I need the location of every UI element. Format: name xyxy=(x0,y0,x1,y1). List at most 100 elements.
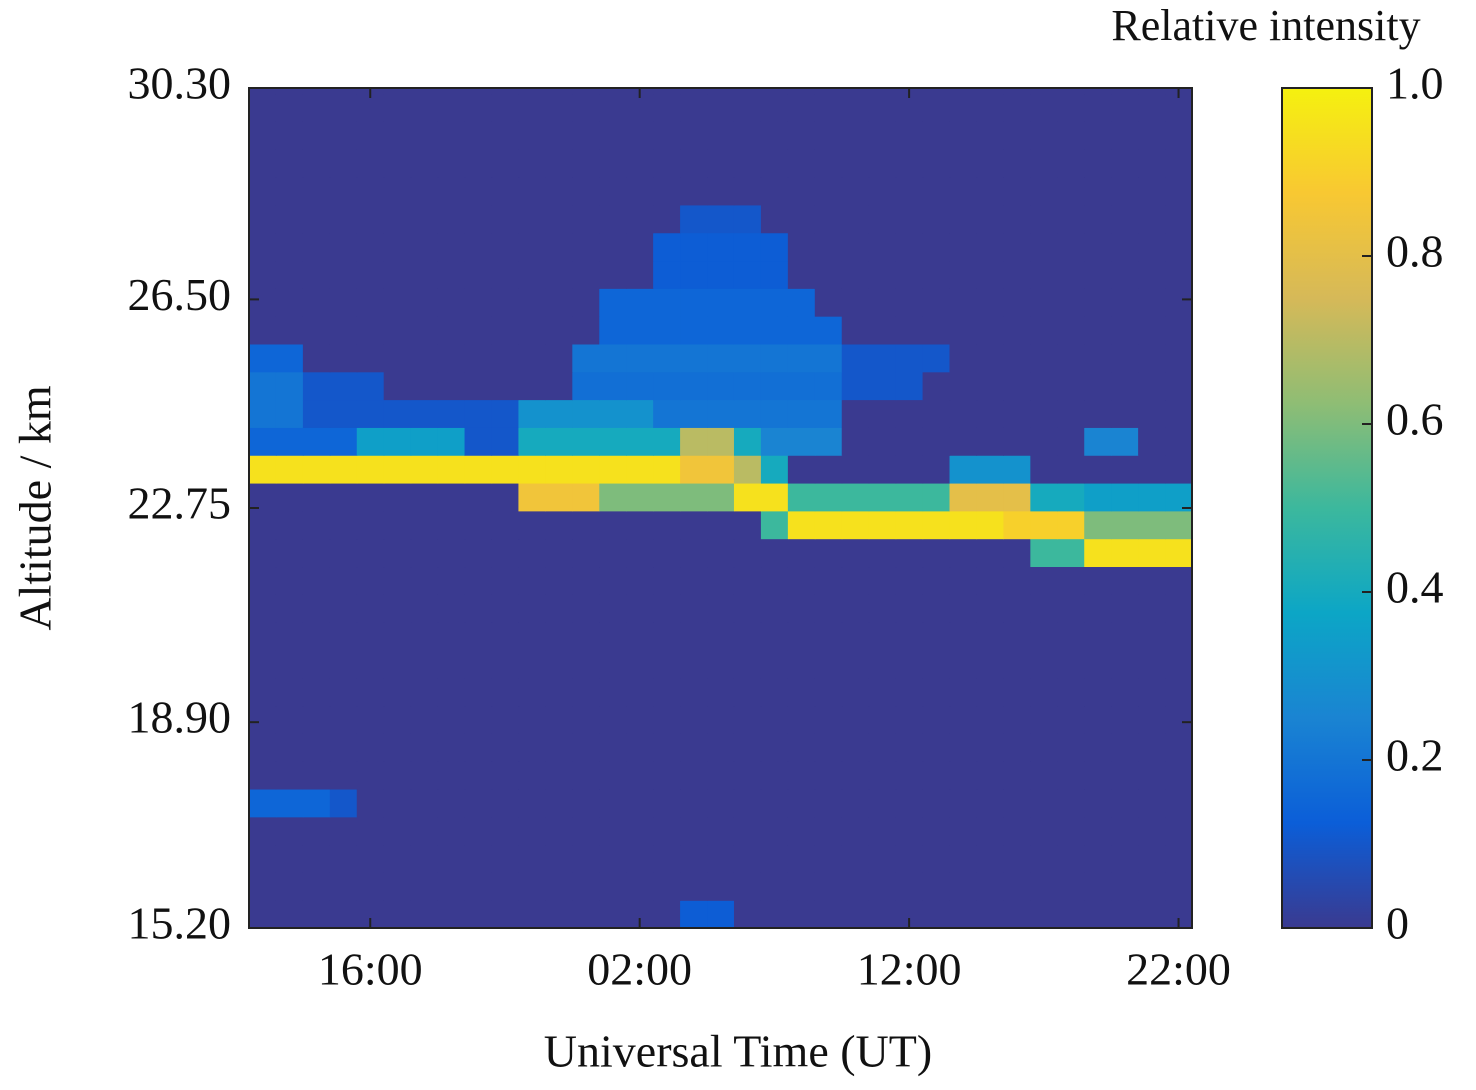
heatmap-cell xyxy=(329,88,358,95)
heatmap-cell xyxy=(895,872,924,901)
heatmap-cell xyxy=(1003,538,1031,568)
heatmap-cell xyxy=(1030,316,1058,345)
heatmap-cell xyxy=(410,482,439,512)
heatmap-cell xyxy=(949,93,978,122)
heatmap-cell xyxy=(249,594,277,623)
heatmap-cell xyxy=(1138,288,1166,317)
heatmap-cell xyxy=(437,177,466,206)
heatmap-cell xyxy=(895,566,924,595)
heatmap-cell xyxy=(841,872,870,901)
heatmap-cell xyxy=(1003,232,1031,262)
heatmap-cell xyxy=(841,204,870,234)
heatmap-cell xyxy=(733,622,762,651)
heatmap-cell xyxy=(1030,371,1058,401)
heatmap-cell xyxy=(868,93,897,122)
heatmap-cell xyxy=(410,316,439,345)
heatmap-cell xyxy=(437,288,466,317)
heatmap-cell xyxy=(356,705,385,734)
heatmap-cell xyxy=(410,399,439,428)
heatmap-cell xyxy=(976,232,1004,262)
heatmap-cell xyxy=(1057,371,1085,401)
heatmap-cell xyxy=(599,761,627,790)
heatmap-cell xyxy=(707,93,735,122)
heatmap-cell xyxy=(599,371,627,401)
heatmap-cell xyxy=(491,649,520,679)
heatmap-cell xyxy=(249,788,277,818)
heatmap-cell xyxy=(491,455,520,484)
heatmap-cell xyxy=(329,594,358,623)
heatmap-cell xyxy=(895,733,924,762)
heatmap-cell xyxy=(410,594,439,623)
heatmap-cell xyxy=(814,788,843,818)
heatmap-cell xyxy=(249,93,277,122)
heatmap-cell xyxy=(1030,594,1058,623)
heatmap-cell xyxy=(1165,177,1193,206)
heatmap-cell xyxy=(1165,705,1193,734)
heatmap-cell xyxy=(1138,510,1166,540)
heatmap-cell xyxy=(249,88,277,95)
heatmap-cell xyxy=(976,649,1004,679)
heatmap-cell xyxy=(653,371,681,401)
heatmap-cell xyxy=(733,872,762,901)
heatmap-cell xyxy=(1003,427,1031,456)
heatmap-cell xyxy=(1138,538,1166,568)
heatmap-cell xyxy=(976,872,1004,901)
heatmap-cell xyxy=(249,872,277,901)
heatmap-cell xyxy=(626,844,654,873)
heatmap-cell xyxy=(383,844,412,873)
heatmap-cell xyxy=(302,622,331,651)
heatmap-cell xyxy=(680,93,708,122)
heatmap-cell xyxy=(733,649,762,679)
heatmap-cell xyxy=(949,900,978,929)
heatmap-cell xyxy=(491,204,520,234)
heatmap-cell xyxy=(572,260,600,289)
heatmap-cell xyxy=(895,816,924,846)
heatmap-cell xyxy=(1138,900,1166,929)
heatmap-cell xyxy=(760,844,789,873)
heatmap-cell xyxy=(680,761,708,790)
heatmap-cell xyxy=(895,204,924,234)
heatmap-cell xyxy=(1003,288,1031,317)
heatmap-cell xyxy=(653,733,681,762)
heatmap-cell xyxy=(1030,538,1058,568)
heatmap-cell xyxy=(437,316,466,345)
heatmap-cell xyxy=(653,482,681,512)
heatmap-cell xyxy=(787,204,816,234)
heatmap-cell xyxy=(329,649,358,679)
heatmap-cell xyxy=(680,649,708,679)
heatmap-cell xyxy=(976,121,1004,150)
heatmap-cell xyxy=(976,93,1004,122)
heatmap-cell xyxy=(356,594,385,623)
heatmap-cell xyxy=(491,93,520,122)
heatmap-cell xyxy=(599,93,627,122)
heatmap-cell xyxy=(680,872,708,901)
heatmap-cell xyxy=(572,149,600,178)
heatmap-cell xyxy=(626,482,654,512)
heatmap-cell xyxy=(733,371,762,401)
heatmap-cell xyxy=(733,482,762,512)
heatmap-cell xyxy=(518,149,546,178)
heatmap-cell xyxy=(1138,844,1166,873)
heatmap-cell xyxy=(1084,371,1112,401)
heatmap-cell xyxy=(356,371,385,401)
heatmap-cell xyxy=(1138,88,1166,95)
heatmap-cell xyxy=(949,149,978,178)
heatmap-cell xyxy=(518,316,546,345)
heatmap-cell xyxy=(626,288,654,317)
heatmap-cell xyxy=(302,872,331,901)
heatmap-cell xyxy=(1057,677,1085,707)
heatmap-cell xyxy=(275,343,304,373)
heatmap-cell xyxy=(680,399,708,428)
heatmap-cell xyxy=(976,316,1004,345)
heatmap-cell xyxy=(680,816,708,846)
heatmap-cell xyxy=(518,649,546,679)
heatmap-cell xyxy=(1165,149,1193,178)
heatmap-cell xyxy=(760,761,789,790)
heatmap-cell xyxy=(1084,816,1112,846)
heatmap-cell xyxy=(599,121,627,150)
heatmap-cell xyxy=(1111,288,1139,317)
heatmap-cell xyxy=(868,177,897,206)
heatmap-cell xyxy=(383,399,412,428)
heatmap-cell xyxy=(275,538,304,568)
heatmap-cell xyxy=(653,705,681,734)
